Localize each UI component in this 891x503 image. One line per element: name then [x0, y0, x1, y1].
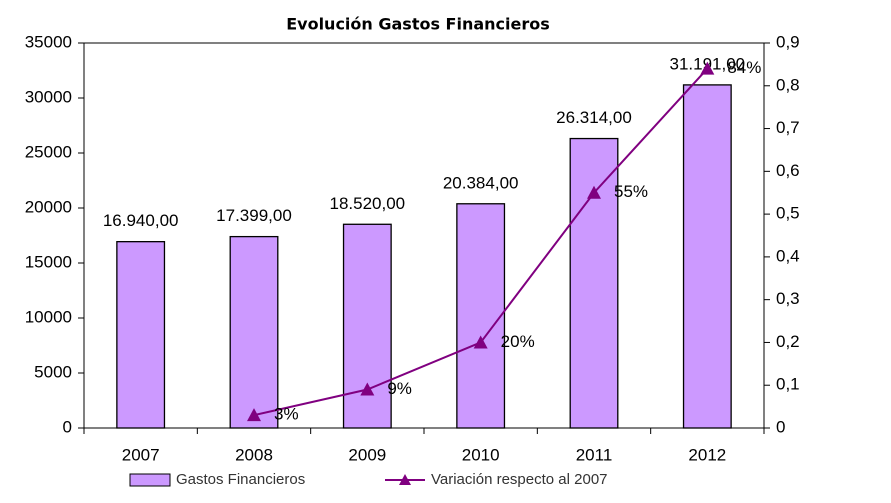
x-tick-label: 2012 [688, 445, 726, 464]
y2-tick-label: 0,7 [776, 118, 800, 137]
y2-tick-label: 0,6 [776, 161, 800, 180]
bar [342, 223, 392, 429]
bar-value-label: 18.520,00 [330, 194, 406, 213]
legend-marker [399, 474, 411, 485]
y-tick-label: 35000 [25, 32, 72, 51]
bar-value-label: 26.314,00 [556, 108, 632, 127]
bar [682, 84, 732, 429]
legend-label: Variación respecto al 2007 [431, 471, 608, 488]
bar-value-label: 16.940,00 [103, 211, 179, 230]
line-value-label: 55% [614, 182, 648, 201]
y2-tick-label: 0,5 [776, 204, 800, 223]
bar [456, 203, 506, 429]
bar-value-label: 20.384,00 [443, 173, 519, 192]
bar [116, 241, 166, 429]
line-marker [700, 61, 715, 75]
y2-tick-label: 0,9 [776, 32, 800, 51]
y2-tick-label: 0,4 [776, 246, 800, 265]
y-tick-label: 15000 [25, 252, 72, 271]
x-tick-label: 2011 [576, 445, 613, 464]
line-value-label: 20% [501, 332, 535, 351]
line-value-label: 84% [727, 58, 761, 77]
line-marker [360, 382, 375, 396]
y2-tick-label: 0,3 [776, 289, 800, 308]
legend-label: Gastos Financieros [176, 471, 305, 488]
y2-tick-label: 0,2 [776, 332, 800, 351]
bar [569, 137, 619, 429]
x-tick-label: 2010 [462, 445, 500, 464]
line-value-label: 3% [274, 405, 299, 424]
y-tick-label: 10000 [25, 307, 72, 326]
y-tick-label: 25000 [25, 142, 72, 161]
line-marker [247, 408, 261, 422]
bar [229, 235, 279, 429]
y2-tick-label: 0,8 [776, 75, 800, 94]
legend-swatch [129, 473, 171, 487]
y-tick-label: 30000 [25, 87, 72, 106]
line-value-label: 9% [387, 379, 412, 398]
y2-tick-label: 0 [776, 417, 785, 436]
line-marker [587, 185, 601, 199]
line-marker [473, 335, 488, 349]
y2-tick-label: 0,1 [776, 375, 800, 394]
y-tick-label: 0 [63, 417, 72, 436]
bar-value-label: 17.399,00 [216, 206, 292, 225]
x-tick-label: 2007 [122, 445, 160, 464]
x-tick-label: 2009 [348, 445, 386, 464]
chart-title: Evolución Gastos Financieros [286, 15, 550, 34]
y-tick-label: 20000 [25, 197, 72, 216]
x-tick-label: 2008 [235, 445, 273, 464]
y-tick-label: 5000 [34, 362, 72, 381]
